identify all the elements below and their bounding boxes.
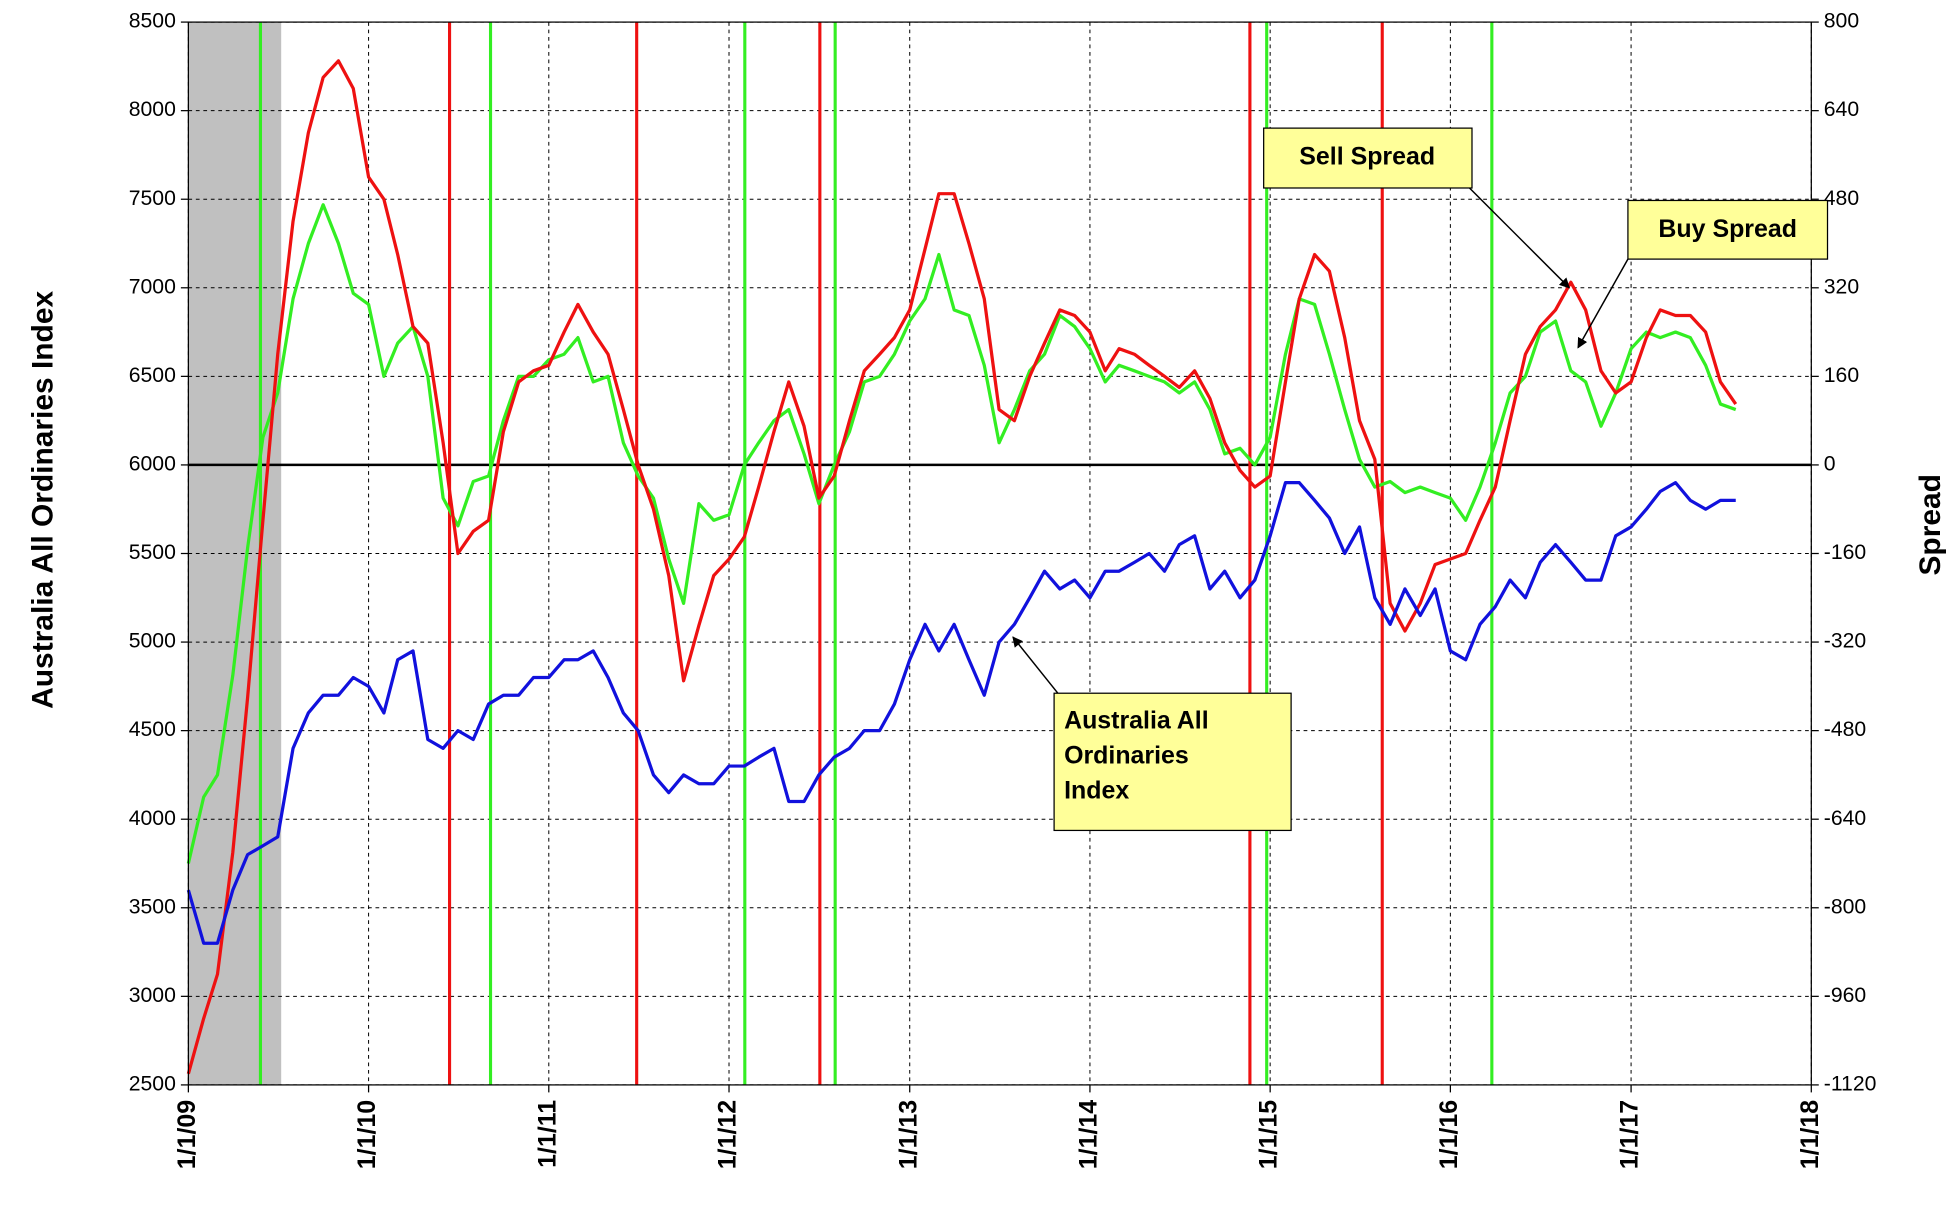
annotation-buy: Buy Spread: [1577, 199, 1829, 349]
plot-border: [187, 21, 1812, 1086]
y2-tick-label: 160: [1824, 364, 1859, 387]
x-tick-label: 1/1/09: [173, 1100, 201, 1169]
y2-tick-label: -320: [1824, 630, 1866, 653]
y2-tick-label: -160: [1824, 541, 1866, 564]
y2-axis-title: Spread: [1914, 474, 1947, 575]
y2-tick-label: 480: [1824, 187, 1859, 210]
y-axis-title: Australia All Ordinaries Index: [26, 291, 59, 709]
annotation-box: [1627, 199, 1829, 260]
y2-tick-label: 0: [1824, 453, 1836, 476]
annotation-text: Buy Spread: [1658, 215, 1797, 243]
y-tick-label: 8000: [129, 98, 176, 121]
x-tick-label: 1/1/13: [894, 1100, 922, 1169]
y2-tick-label: 800: [1824, 10, 1859, 33]
y-tick-label: 7000: [129, 275, 176, 298]
y2-tick-label: 640: [1824, 98, 1859, 121]
y-tick-label: 7500: [129, 187, 176, 210]
annotation-arrow: [1468, 187, 1571, 289]
y2-tick-label: -480: [1824, 718, 1866, 741]
x-tick-label: 1/1/17: [1616, 1100, 1644, 1169]
annotation-box: [1053, 692, 1292, 832]
x-tick-label: 1/1/12: [714, 1100, 742, 1169]
y-tick-label: 4000: [129, 807, 176, 830]
y-tick-label: 6000: [129, 453, 176, 476]
x-tick-label: 1/1/14: [1075, 1100, 1103, 1169]
plot-area: 2500 3000 3500 4000 4500 5000 5500 6000 6500 7000…: [129, 10, 1877, 1170]
x-tick-label: 1/1/15: [1255, 1100, 1283, 1169]
x-tick-label: 1/1/11: [533, 1100, 561, 1168]
annotation-arrow: [1577, 258, 1629, 349]
series-line: [186, 203, 1737, 864]
x-tick-label: 1/1/16: [1435, 1100, 1463, 1169]
y-tick-label: 6500: [129, 364, 176, 387]
y-tick-label: 5500: [129, 541, 176, 564]
annotation-box: [1263, 127, 1473, 189]
y2-tick-label: -1120: [1824, 1073, 1877, 1096]
y2-tick-label: 320: [1824, 275, 1859, 298]
x-tick-label: 1/1/10: [353, 1100, 381, 1169]
y-tick-label: 3000: [129, 984, 176, 1007]
annotation-text: Index: [1064, 776, 1129, 804]
annotation-text: Australia All: [1064, 706, 1209, 734]
annotation-text: Sell Spread: [1299, 143, 1435, 171]
y-tick-label: 2500: [129, 1073, 176, 1096]
y-tick-label: 5000: [129, 630, 176, 653]
y2-tick-label: -800: [1824, 895, 1866, 918]
y-tick-label: 4500: [129, 718, 176, 741]
y2-tick-label: -960: [1824, 984, 1866, 1007]
series-line: [186, 59, 1738, 1075]
annotation-index: Australia All Ordinaries Index: [1012, 636, 1292, 832]
y-tick-label: 8500: [129, 10, 176, 33]
y-tick-label: 3500: [129, 895, 176, 918]
annotation-sell: Sell Spread: [1263, 127, 1571, 289]
annotation-text: Ordinaries: [1064, 741, 1189, 769]
series-line: [186, 481, 1736, 945]
x-tick-label: 1/1/18: [1796, 1100, 1824, 1169]
y2-tick-label: -640: [1824, 807, 1866, 830]
annotation-arrow: [1012, 636, 1059, 694]
